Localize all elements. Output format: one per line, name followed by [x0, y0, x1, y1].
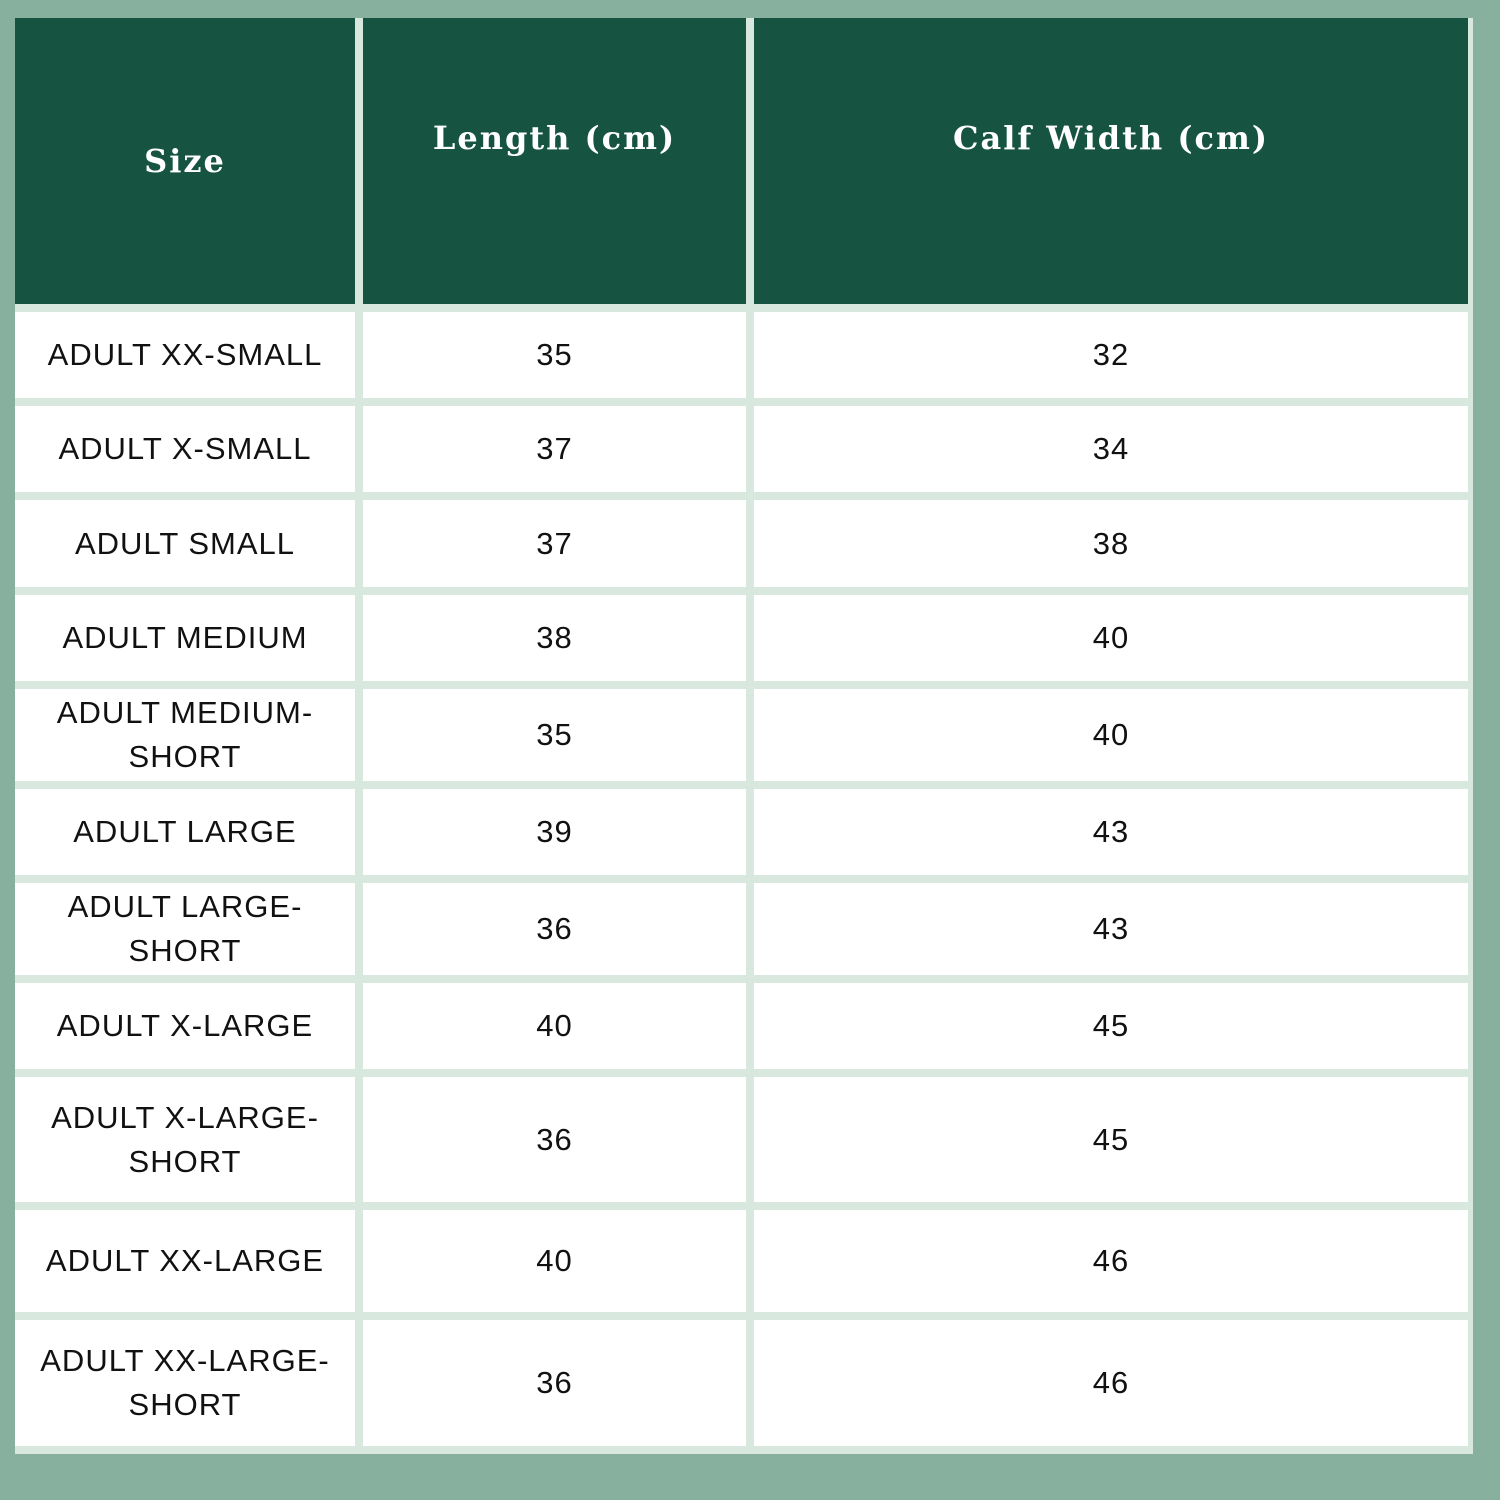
cell-length: 39	[363, 789, 746, 875]
cell-size: ADULT SMALL	[15, 500, 355, 587]
cell-size: ADULT XX-LARGE	[15, 1210, 355, 1312]
cell-size: ADULT LARGE	[15, 789, 355, 875]
header-length: Length (cm)	[363, 18, 746, 304]
cell-calf-width: 45	[754, 983, 1468, 1069]
cell-length: 37	[363, 406, 746, 492]
cell-length: 40	[363, 983, 746, 1069]
cell-size: ADULT X-SMALL	[15, 406, 355, 492]
cell-size: ADULT MEDIUM-SHORT	[15, 689, 355, 781]
cell-calf-width: 40	[754, 689, 1468, 781]
cell-calf-width: 40	[754, 595, 1468, 681]
cell-size: ADULT XX-SMALL	[15, 312, 355, 398]
cell-size: ADULT X-LARGE	[15, 983, 355, 1069]
cell-length: 40	[363, 1210, 746, 1312]
header-calf-width: Calf Width (cm)	[754, 18, 1468, 304]
cell-size: ADULT MEDIUM	[15, 595, 355, 681]
cell-calf-width: 34	[754, 406, 1468, 492]
cell-calf-width: 32	[754, 312, 1468, 398]
cell-length: 38	[363, 595, 746, 681]
header-size: Size	[15, 18, 355, 304]
cell-calf-width: 43	[754, 789, 1468, 875]
cell-length: 37	[363, 500, 746, 587]
cell-length: 36	[363, 1320, 746, 1446]
cell-length: 35	[363, 689, 746, 781]
cell-length: 36	[363, 1077, 746, 1202]
size-chart-table: Size Length (cm) Calf Width (cm) ADULT X…	[15, 18, 1473, 1454]
cell-size: ADULT X-LARGE-SHORT	[15, 1077, 355, 1202]
cell-calf-width: 43	[754, 883, 1468, 975]
cell-length: 35	[363, 312, 746, 398]
cell-calf-width: 45	[754, 1077, 1468, 1202]
cell-length: 36	[363, 883, 746, 975]
cell-calf-width: 38	[754, 500, 1468, 587]
cell-calf-width: 46	[754, 1210, 1468, 1312]
cell-calf-width: 46	[754, 1320, 1468, 1446]
cell-size: ADULT XX-LARGE-SHORT	[15, 1320, 355, 1446]
cell-size: ADULT LARGE-SHORT	[15, 883, 355, 975]
